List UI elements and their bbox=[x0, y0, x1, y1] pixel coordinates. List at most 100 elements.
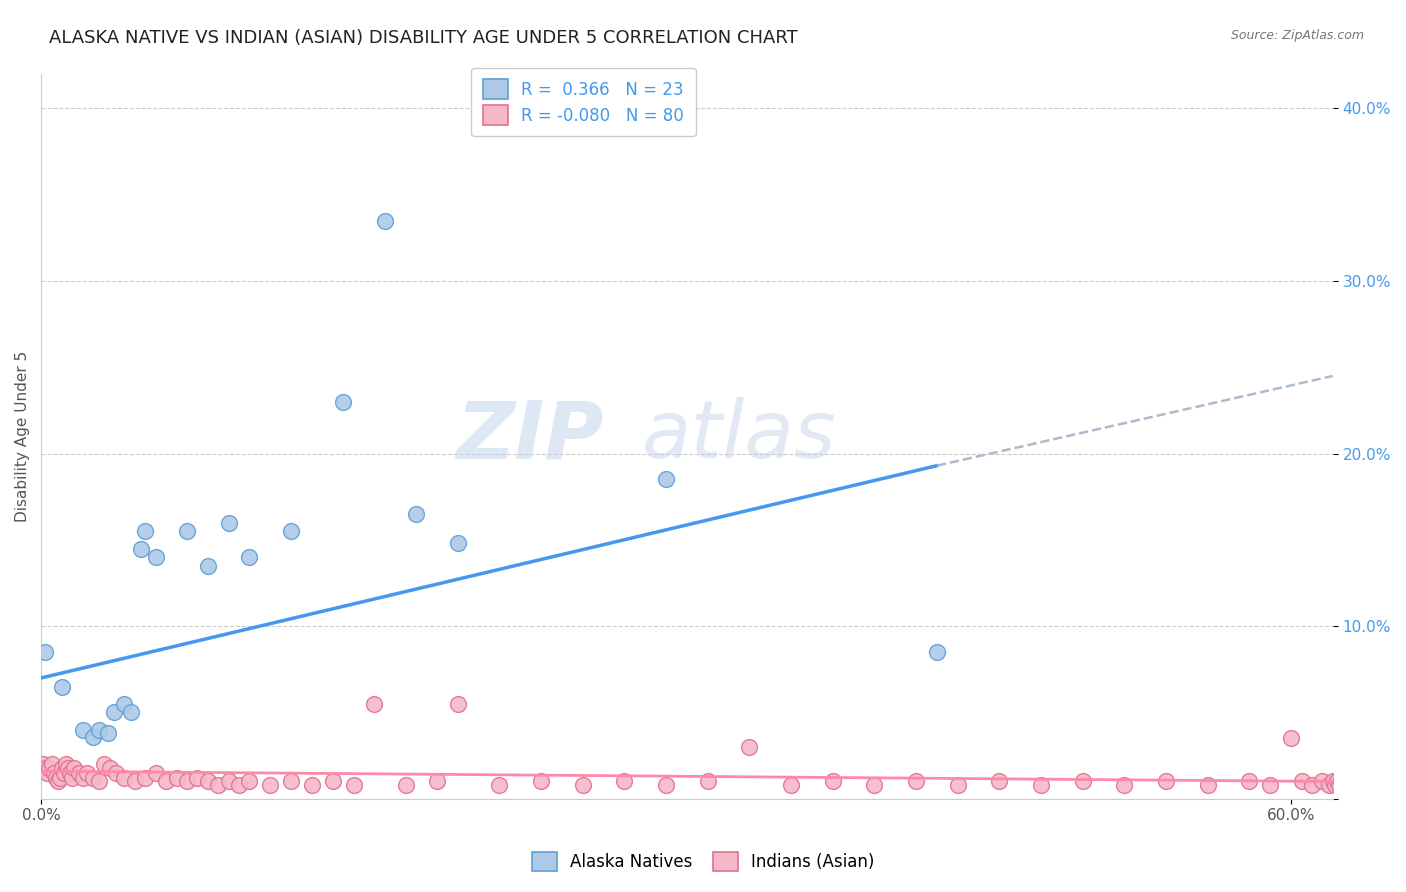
Point bbox=[1312, 774, 1334, 789]
Point bbox=[280, 774, 302, 789]
Point bbox=[72, 723, 94, 737]
Point bbox=[280, 524, 302, 539]
Point bbox=[1279, 731, 1302, 746]
Point bbox=[655, 778, 678, 792]
Text: atlas: atlas bbox=[641, 397, 837, 475]
Point bbox=[72, 771, 94, 785]
Legend: R =  0.366   N = 23, R = -0.080   N = 80: R = 0.366 N = 23, R = -0.080 N = 80 bbox=[471, 68, 696, 136]
Point bbox=[530, 774, 553, 789]
Point bbox=[395, 778, 418, 792]
Point bbox=[1291, 774, 1313, 789]
Point bbox=[571, 778, 593, 792]
Point bbox=[218, 516, 240, 530]
Point bbox=[780, 778, 803, 792]
Point bbox=[166, 771, 188, 785]
Point bbox=[696, 774, 718, 789]
Point bbox=[89, 723, 111, 737]
Point bbox=[197, 774, 219, 789]
Point bbox=[55, 757, 77, 772]
Point bbox=[89, 774, 111, 789]
Point bbox=[49, 771, 72, 785]
Point bbox=[374, 213, 396, 227]
Point bbox=[120, 706, 142, 720]
Point bbox=[1258, 778, 1281, 792]
Point bbox=[53, 765, 76, 780]
Point bbox=[51, 761, 73, 775]
Point bbox=[447, 697, 470, 711]
Point bbox=[1334, 774, 1357, 789]
Point bbox=[114, 697, 136, 711]
Point bbox=[738, 739, 761, 754]
Point bbox=[259, 778, 281, 792]
Point bbox=[405, 507, 427, 521]
Point bbox=[98, 761, 121, 775]
Point bbox=[1317, 778, 1340, 792]
Point bbox=[34, 761, 56, 775]
Point bbox=[863, 778, 886, 792]
Point bbox=[905, 774, 928, 789]
Point bbox=[1071, 774, 1094, 789]
Y-axis label: Disability Age Under 5: Disability Age Under 5 bbox=[15, 351, 30, 522]
Point bbox=[176, 774, 198, 789]
Point bbox=[37, 765, 59, 780]
Point bbox=[1336, 778, 1358, 792]
Point bbox=[238, 550, 260, 565]
Point bbox=[42, 765, 65, 780]
Point bbox=[1197, 778, 1219, 792]
Text: ALASKA NATIVE VS INDIAN (ASIAN) DISABILITY AGE UNDER 5 CORRELATION CHART: ALASKA NATIVE VS INDIAN (ASIAN) DISABILI… bbox=[49, 29, 799, 46]
Point bbox=[655, 473, 678, 487]
Point bbox=[32, 757, 55, 772]
Point bbox=[332, 394, 354, 409]
Point bbox=[1029, 778, 1052, 792]
Point bbox=[238, 774, 260, 789]
Point bbox=[301, 778, 323, 792]
Point bbox=[34, 645, 56, 659]
Point bbox=[1331, 778, 1354, 792]
Point bbox=[82, 771, 104, 785]
Point bbox=[426, 774, 449, 789]
Point bbox=[363, 697, 385, 711]
Point bbox=[322, 774, 344, 789]
Point bbox=[218, 774, 240, 789]
Point bbox=[41, 757, 63, 772]
Point bbox=[925, 645, 948, 659]
Point bbox=[93, 757, 115, 772]
Point bbox=[145, 765, 167, 780]
Point bbox=[1330, 774, 1353, 789]
Point bbox=[124, 774, 146, 789]
Point bbox=[1323, 778, 1346, 792]
Point bbox=[1301, 778, 1323, 792]
Point bbox=[343, 778, 366, 792]
Point bbox=[197, 558, 219, 573]
Point bbox=[103, 706, 125, 720]
Point bbox=[114, 771, 136, 785]
Point bbox=[228, 778, 250, 792]
Point bbox=[176, 524, 198, 539]
Point bbox=[946, 778, 969, 792]
Point bbox=[105, 765, 128, 780]
Point bbox=[988, 774, 1011, 789]
Point bbox=[1114, 778, 1136, 792]
Text: Source: ZipAtlas.com: Source: ZipAtlas.com bbox=[1230, 29, 1364, 42]
Point bbox=[97, 726, 120, 740]
Point bbox=[134, 524, 156, 539]
Point bbox=[207, 778, 229, 792]
Point bbox=[613, 774, 636, 789]
Legend: Alaska Natives, Indians (Asian): Alaska Natives, Indians (Asian) bbox=[523, 843, 883, 880]
Point bbox=[67, 765, 90, 780]
Point bbox=[82, 730, 104, 744]
Point bbox=[59, 765, 82, 780]
Point bbox=[821, 774, 844, 789]
Point bbox=[1239, 774, 1261, 789]
Text: ZIP: ZIP bbox=[456, 397, 603, 475]
Point bbox=[145, 550, 167, 565]
Point bbox=[155, 774, 177, 789]
Point bbox=[447, 536, 470, 550]
Point bbox=[1327, 778, 1350, 792]
Point bbox=[1154, 774, 1177, 789]
Point bbox=[38, 761, 60, 775]
Point bbox=[488, 778, 510, 792]
Point bbox=[46, 774, 69, 789]
Point bbox=[1339, 774, 1361, 789]
Point bbox=[1326, 774, 1348, 789]
